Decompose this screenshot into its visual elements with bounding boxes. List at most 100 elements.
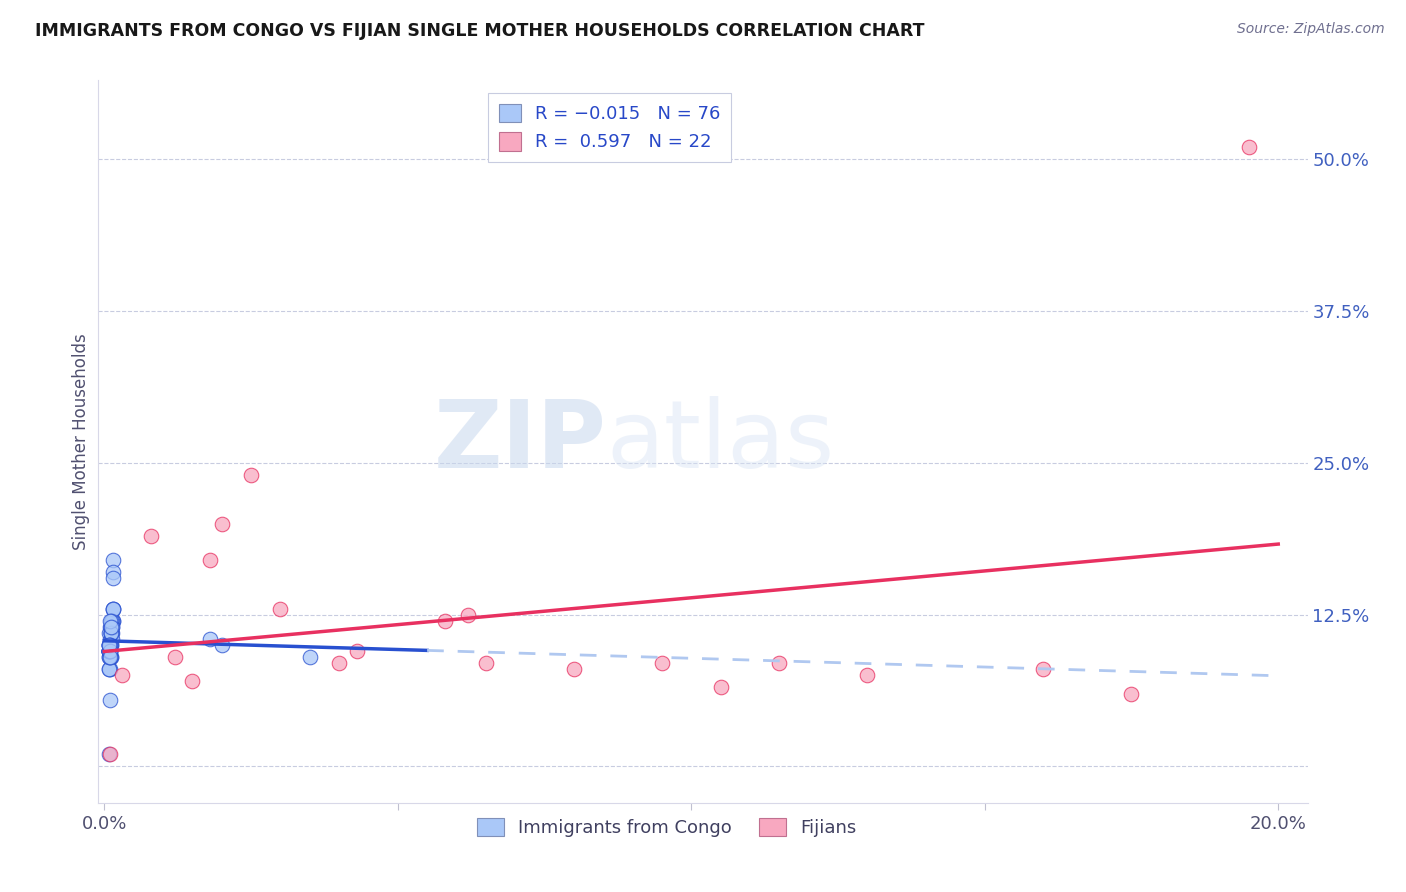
Point	[98, 644, 121, 658]
Point	[111, 668, 134, 682]
Point	[710, 681, 733, 695]
Point	[100, 620, 122, 634]
Point	[101, 614, 124, 628]
Point	[101, 620, 124, 634]
Point	[98, 692, 121, 706]
Point	[98, 650, 121, 665]
Point	[100, 625, 122, 640]
Point	[98, 644, 121, 658]
Point	[98, 644, 121, 658]
Point	[98, 747, 121, 762]
Point	[856, 668, 879, 682]
Point	[98, 650, 121, 665]
Point	[98, 625, 121, 640]
Point	[100, 620, 122, 634]
Point	[98, 662, 121, 676]
Text: Source: ZipAtlas.com: Source: ZipAtlas.com	[1237, 22, 1385, 37]
Point	[433, 614, 456, 628]
Point	[100, 632, 122, 646]
Point	[100, 625, 122, 640]
Point	[101, 565, 124, 579]
Point	[101, 614, 124, 628]
Point	[98, 644, 121, 658]
Point	[98, 638, 121, 652]
Point	[98, 638, 121, 652]
Point	[1237, 140, 1260, 154]
Text: atlas: atlas	[606, 395, 835, 488]
Point	[457, 607, 479, 622]
Point	[101, 601, 124, 615]
Point	[100, 620, 122, 634]
Point	[98, 638, 121, 652]
Point	[98, 644, 121, 658]
Point	[101, 571, 124, 585]
Point	[98, 638, 121, 652]
Legend: Immigrants from Congo, Fijians: Immigrants from Congo, Fijians	[470, 811, 865, 845]
Point	[101, 601, 124, 615]
Point	[100, 620, 122, 634]
Text: IMMIGRANTS FROM CONGO VS FIJIAN SINGLE MOTHER HOUSEHOLDS CORRELATION CHART: IMMIGRANTS FROM CONGO VS FIJIAN SINGLE M…	[35, 22, 925, 40]
Point	[768, 656, 790, 670]
Point	[98, 644, 121, 658]
Point	[98, 644, 121, 658]
Point	[211, 516, 233, 531]
Point	[101, 614, 124, 628]
Point	[298, 650, 321, 665]
Point	[98, 638, 121, 652]
Point	[101, 601, 124, 615]
Point	[98, 662, 121, 676]
Point	[1121, 686, 1143, 700]
Point	[98, 650, 121, 665]
Point	[141, 529, 163, 543]
Point	[98, 638, 121, 652]
Point	[163, 650, 186, 665]
Point	[100, 638, 122, 652]
Point	[101, 553, 124, 567]
Point	[98, 638, 121, 652]
Point	[181, 674, 204, 689]
Point	[1032, 662, 1054, 676]
Point	[98, 644, 121, 658]
Point	[98, 650, 121, 665]
Point	[98, 638, 121, 652]
Point	[101, 620, 124, 634]
Point	[98, 644, 121, 658]
Point	[562, 662, 585, 676]
Point	[98, 638, 121, 652]
Point	[100, 638, 122, 652]
Point	[100, 650, 122, 665]
Point	[98, 620, 121, 634]
Point	[100, 625, 122, 640]
Point	[98, 644, 121, 658]
Point	[98, 638, 121, 652]
Point	[101, 632, 124, 646]
Point	[198, 553, 221, 567]
Point	[100, 614, 122, 628]
Point	[98, 650, 121, 665]
Point	[98, 644, 121, 658]
Text: ZIP: ZIP	[433, 395, 606, 488]
Point	[100, 650, 122, 665]
Point	[98, 614, 121, 628]
Point	[101, 614, 124, 628]
Y-axis label: Single Mother Households: Single Mother Households	[72, 334, 90, 549]
Point	[98, 638, 121, 652]
Point	[98, 650, 121, 665]
Point	[651, 656, 673, 670]
Point	[240, 467, 263, 482]
Point	[98, 644, 121, 658]
Point	[100, 620, 122, 634]
Point	[198, 632, 221, 646]
Point	[346, 644, 368, 658]
Point	[98, 662, 121, 676]
Point	[98, 644, 121, 658]
Point	[98, 638, 121, 652]
Point	[98, 747, 121, 762]
Point	[475, 656, 498, 670]
Point	[328, 656, 350, 670]
Point	[98, 638, 121, 652]
Point	[98, 638, 121, 652]
Point	[101, 625, 124, 640]
Point	[98, 632, 121, 646]
Point	[98, 644, 121, 658]
